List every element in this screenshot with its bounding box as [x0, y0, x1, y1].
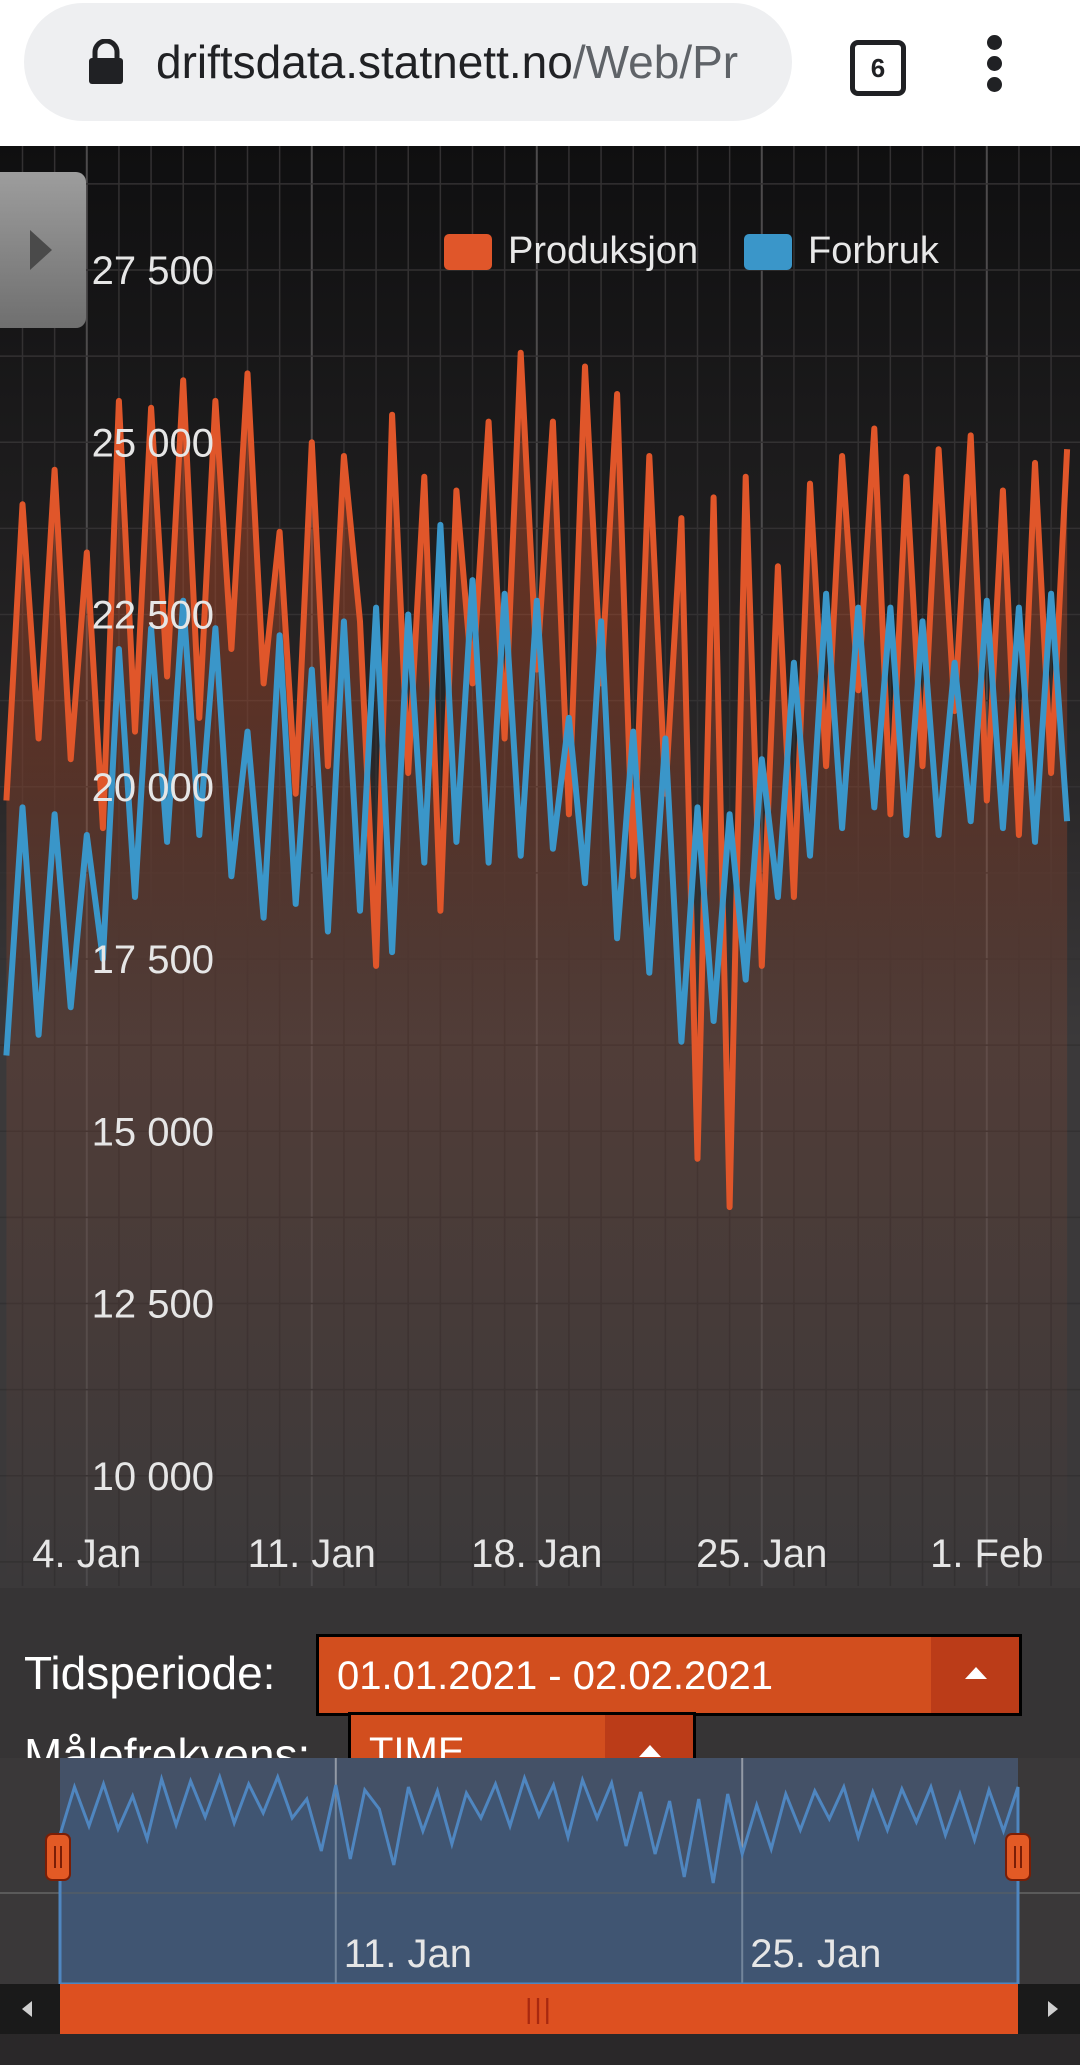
legend-item-produksjon[interactable]: Produksjon — [444, 230, 698, 272]
period-dropdown[interactable]: 01.01.2021 - 02.02.2021 — [316, 1634, 1022, 1716]
side-panel-toggle[interactable] — [0, 172, 86, 328]
handle-left-body — [45, 1833, 71, 1881]
period-value: 01.01.2021 - 02.02.2021 — [337, 1654, 773, 1698]
period-dropdown-arrow-icon[interactable] — [931, 1637, 1019, 1713]
y-tick-label: 10 000 — [92, 1455, 214, 1499]
navigator-tick-label: 11. Jan — [344, 1932, 472, 1976]
forbruk-line[interactable] — [3, 521, 1071, 1056]
browser-toolbar: driftsdata.statnett.no/Web/Pr 6 — [0, 0, 1080, 146]
produksjon-line[interactable] — [3, 349, 1071, 1211]
x-tick-label: 11. Jan — [248, 1532, 376, 1576]
x-tick-label: 1. Feb — [930, 1532, 1043, 1576]
y-tick-label: 22 500 — [92, 594, 214, 638]
range-navigator[interactable]: 11. Jan 25. Jan — [0, 1758, 1080, 1984]
period-label: Tidsperiode: — [24, 1647, 276, 1699]
more-menu-icon[interactable] — [980, 32, 1010, 92]
y-tick-label: 25 000 — [92, 421, 214, 465]
url-domain: driftsdata.statnett.no — [156, 36, 573, 88]
x-tick-label: 4. Jan — [32, 1532, 141, 1576]
lock-icon — [89, 39, 123, 84]
legend-item-forbruk[interactable]: Forbruk — [744, 230, 940, 272]
legend-swatch-produksjon — [444, 234, 492, 270]
y-tick-label: 27 500 — [92, 249, 214, 293]
expand-arrow-icon — [30, 230, 52, 270]
scroll-right-icon[interactable] — [1048, 2001, 1058, 2017]
url-text[interactable]: driftsdata.statnett.no/Web/Pr — [156, 35, 738, 89]
chart-legend: Produksjon Forbruk — [444, 230, 940, 272]
navigator-handle-left[interactable] — [45, 1833, 71, 1881]
y-tick-label: 12 500 — [92, 1283, 214, 1327]
scroll-left-icon[interactable] — [22, 2001, 32, 2017]
x-axis: 4. Jan 11. Jan 18. Jan 25. Jan 1. Feb — [32, 1532, 1043, 1576]
navigator-series-line — [58, 1772, 1020, 1984]
x-tick-label: 25. Jan — [696, 1532, 827, 1576]
legend-label-forbruk: Forbruk — [808, 230, 940, 272]
legend-label-produksjon: Produksjon — [508, 230, 698, 272]
navigator-axis: 11. Jan 25. Jan — [344, 1932, 882, 1976]
navigator-scrollbar[interactable]: ||| — [0, 1984, 1080, 2034]
y-tick-label: 15 000 — [92, 1110, 214, 1154]
address-bar[interactable]: driftsdata.statnett.no/Web/Pr — [24, 3, 792, 121]
chart-controls: Tidsperiode: 01.01.2021 - 02.02.2021 Mål… — [0, 1588, 1080, 1796]
legend-swatch-forbruk — [744, 234, 792, 270]
navigator-grid — [334, 1758, 744, 1984]
handle-right-body — [1005, 1833, 1031, 1881]
y-axis: 10 000 12 500 15 000 17 500 20 000 22 500 25 0… — [92, 249, 214, 1499]
tab-switcher-icon[interactable]: 6 — [850, 40, 906, 96]
scrollbar-thumb[interactable]: ||| — [60, 1984, 1018, 2034]
page-bottom — [0, 2034, 1080, 2065]
url-path: /Web/Pr — [572, 36, 739, 88]
x-tick-label: 18. Jan — [471, 1532, 602, 1576]
y-tick-label: 20 000 — [92, 766, 214, 810]
production-consumption-chart: 10 000 12 500 15 000 17 500 20 000 22 500 25 0… — [0, 146, 1080, 1588]
y-tick-label: 17 500 — [92, 938, 214, 982]
navigator-selected-range — [60, 1758, 1018, 1984]
navigator-tick-label: 25. Jan — [750, 1932, 881, 1976]
navigator-series — [58, 1772, 1020, 1984]
chart-series — [3, 349, 1071, 1587]
navigator-handle-right[interactable] — [1005, 1833, 1031, 1881]
produksjon-area — [6, 352, 1068, 1587]
